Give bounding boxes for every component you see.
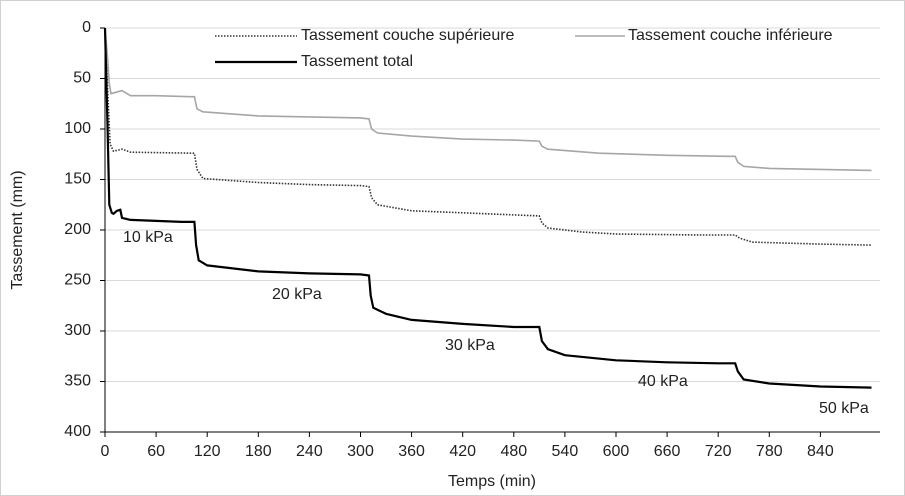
x-tick-label: 120 [194,443,221,460]
x-tick-label: 60 [147,443,165,460]
series-line [103,27,872,389]
series-line [104,27,872,172]
legend-label: Tassement couche supérieure [301,27,515,44]
x-tick-label: 720 [705,443,732,460]
x-tick-label: 420 [449,443,476,460]
x-tick-label: 240 [296,443,323,460]
y-tick-label: 0 [82,19,91,36]
series-line [104,27,872,246]
annotation: 10 kPa [123,229,173,246]
x-tick-label: 360 [398,443,425,460]
y-tick-label: 150 [64,171,91,188]
y-axis-label: Tassement (mm) [9,170,26,289]
y-tick-label: 300 [64,322,91,339]
legend-label: Tassement total [301,53,413,70]
y-tick-label: 50 [73,70,91,87]
x-tick-label: 180 [245,443,272,460]
x-tick-label: 600 [603,443,630,460]
x-tick-label: 0 [101,443,110,460]
annotation: 50 kPa [819,400,869,417]
x-tick-label: 300 [347,443,374,460]
y-tick-label: 200 [64,221,91,238]
x-tick-label: 540 [552,443,579,460]
annotation: 30 kPa [445,337,495,354]
x-tick-label: 480 [500,443,527,460]
legend-label: Tassement couche inférieure [628,27,833,44]
y-tick-label: 350 [64,373,91,390]
y-tick-label: 250 [64,272,91,289]
annotation: 20 kPa [272,286,322,303]
x-tick-label: 780 [756,443,783,460]
x-tick-label: 840 [807,443,834,460]
y-tick-label: 100 [64,120,91,137]
x-tick-label: 660 [654,443,681,460]
y-tick-label: 400 [64,423,91,440]
annotation: 40 kPa [638,373,688,390]
x-axis-label: Temps (min) [448,473,536,490]
